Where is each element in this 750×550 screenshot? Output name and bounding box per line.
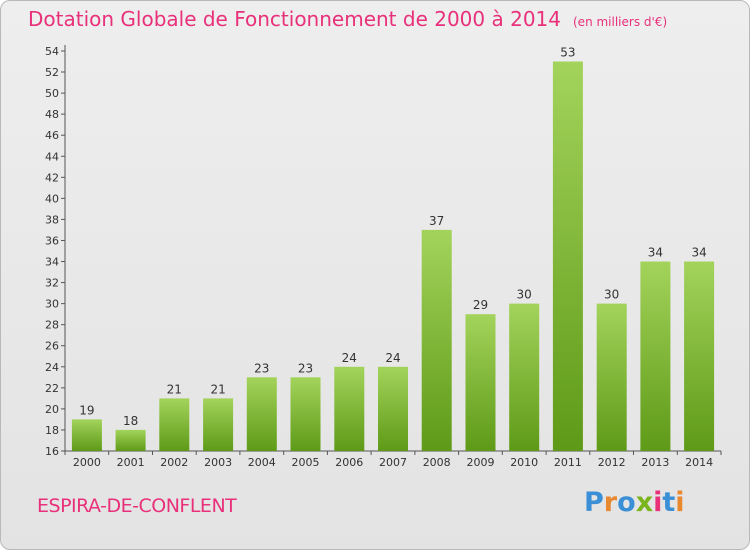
- x-tick-label: 2009: [467, 456, 495, 469]
- y-tick-label: 54: [45, 45, 59, 58]
- bar: [246, 377, 277, 451]
- y-tick-label: 26: [45, 340, 59, 353]
- data-label: 53: [560, 46, 575, 60]
- chart-axes: 16 18 20 22 24 26 28 30 32 34 36 38 40 42 44 46 48 50 52 54…: [45, 45, 722, 469]
- bar: [334, 366, 365, 451]
- bar: [684, 261, 715, 451]
- bar: [640, 261, 671, 451]
- data-labels: 19 18 21 21 23 23 24 24 37 29 30 53 30 34 34: [79, 46, 706, 428]
- bar: [71, 419, 102, 451]
- data-label: 34: [691, 246, 706, 260]
- y-tick-label: 20: [45, 403, 59, 416]
- logo-letter: t: [662, 487, 676, 518]
- bar: [465, 314, 496, 451]
- logo-letter: P: [584, 487, 604, 518]
- bar: [421, 229, 452, 451]
- commune-name: ESPIRA-DE-CONFLENT: [37, 495, 237, 517]
- x-tick-label: 2010: [510, 456, 538, 469]
- bar: [203, 398, 234, 451]
- logo-letter: r: [603, 487, 618, 518]
- bar: [509, 303, 540, 451]
- y-tick-label: 40: [45, 192, 59, 205]
- y-tick-label: 16: [45, 445, 59, 458]
- y-tick-label: 50: [45, 87, 59, 100]
- x-tick-label: 2014: [685, 456, 713, 469]
- logo-letter: o: [617, 487, 636, 518]
- logo-letter: i: [675, 487, 685, 518]
- y-tick-label: 42: [45, 171, 59, 184]
- y-tick-label: 44: [45, 150, 59, 163]
- data-label: 18: [123, 414, 138, 428]
- bar: [159, 398, 190, 451]
- bar: [596, 303, 627, 451]
- y-tick-label: 28: [45, 319, 59, 332]
- x-tick-label: 2013: [641, 456, 669, 469]
- x-tick-label: 2007: [379, 456, 407, 469]
- y-tick-label: 24: [45, 361, 59, 374]
- data-label: 37: [429, 214, 444, 228]
- bar-series: [71, 61, 715, 451]
- data-label: 21: [167, 382, 182, 396]
- data-label: 29: [473, 298, 488, 312]
- x-tick-label: 2003: [204, 456, 232, 469]
- logo-letter: x: [635, 487, 654, 518]
- x-tick-label: 2005: [292, 456, 320, 469]
- data-label: 34: [648, 246, 663, 260]
- y-tick-label: 46: [45, 129, 59, 142]
- data-label: 23: [254, 361, 269, 375]
- x-tick-label: 2012: [598, 456, 626, 469]
- data-label: 19: [79, 403, 94, 417]
- x-tick-label: 2001: [117, 456, 145, 469]
- data-label: 21: [210, 382, 225, 396]
- y-tick-label: 18: [45, 424, 59, 437]
- y-tick-label: 36: [45, 234, 59, 247]
- x-tick-label: 2006: [335, 456, 363, 469]
- logo-letter: i: [653, 487, 663, 518]
- y-tick-label: 52: [45, 66, 59, 79]
- bar: [115, 429, 146, 451]
- unit-label: (en milliers d'€): [573, 15, 668, 29]
- title-text: Dotation Globale de Fonctionnement de 20…: [28, 7, 561, 31]
- y-tick-label: 32: [45, 277, 59, 290]
- bar: [378, 366, 408, 451]
- x-tick-label: 2008: [423, 456, 451, 469]
- x-tick-label: 2004: [248, 456, 276, 469]
- proxiti-logo[interactable]: Proxiti: [584, 487, 685, 518]
- y-tick-label: 30: [45, 298, 59, 311]
- data-label: 24: [385, 351, 400, 365]
- y-tick-label: 34: [45, 256, 59, 269]
- x-tick-label: 2011: [554, 456, 582, 469]
- data-label: 30: [517, 288, 532, 302]
- y-tick-label: 38: [45, 213, 59, 226]
- bar: [552, 61, 583, 451]
- x-tick-label: 2002: [160, 456, 188, 469]
- bar: [290, 377, 321, 451]
- data-label: 30: [604, 288, 619, 302]
- y-tick-label: 22: [45, 382, 59, 395]
- x-tick-label: 2000: [73, 456, 101, 469]
- data-label: 23: [298, 361, 313, 375]
- y-tick-label: 48: [45, 108, 59, 121]
- data-label: 24: [342, 351, 357, 365]
- chart-title: Dotation Globale de Fonctionnement de 20…: [28, 7, 667, 31]
